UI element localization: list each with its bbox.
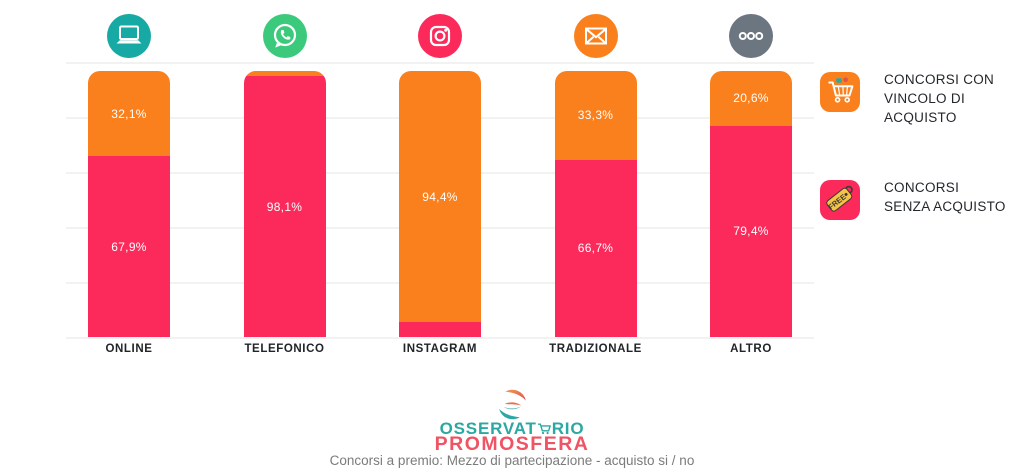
- segment-senza-acquisto-online: 67,9%: [88, 156, 170, 337]
- bar-column-telefonico: 98,1% TELEFONICO: [243, 14, 326, 364]
- bar-column-altro: 20,6% 79,4% ALTRO: [710, 14, 792, 364]
- brand-name-osservatorio: OSSERVAT RIO: [439, 419, 585, 438]
- category-label-tradizionale: TRADIZIONALE: [549, 343, 642, 355]
- chart-caption: Concorsi a premio: Mezzo di partecipazio…: [329, 453, 695, 468]
- segment-senza-acquisto-telefonico: 98,1%: [243, 76, 326, 337]
- whatsapp-icon: [262, 14, 307, 58]
- segment-con-vincolo-telefonico: [243, 71, 326, 77]
- email-icon: [573, 14, 618, 58]
- segment-senza-acquisto-altro: 79,4%: [710, 125, 792, 337]
- segment-value-label: 98,1%: [266, 199, 303, 214]
- segment-con-vincolo-tradizionale: 33,3%: [554, 71, 637, 160]
- category-label-altro: ALTRO: [730, 343, 772, 355]
- segment-value-label: 67,9%: [111, 239, 147, 254]
- segment-con-vincolo-altro: 20,6%: [710, 71, 792, 126]
- legend-swatch-con-vincolo: [820, 72, 860, 112]
- cart-letter-icon: [537, 423, 551, 435]
- segment-con-vincolo-online: 32,1%: [88, 71, 170, 157]
- instagram-icon: [418, 14, 462, 58]
- segment-value-label: 94,4%: [422, 189, 458, 204]
- legend-label-senza-acquisto: CONCORSI SENZA ACQUISTO: [884, 180, 1006, 214]
- segment-senza-acquisto-tradizionale: 66,7%: [554, 159, 637, 337]
- segment-value-label: 79,4%: [733, 224, 769, 239]
- stacked-bar-telefonico: 98,1%: [243, 71, 326, 337]
- legend-swatch-senza-acquisto: FREE: [820, 180, 860, 220]
- stacked-bar-instagram: 94,4%: [399, 71, 481, 337]
- shopping-cart-icon: [820, 70, 860, 115]
- stacked-bar-altro: 20,6% 79,4%: [710, 71, 792, 337]
- segment-value-label: 33,3%: [577, 108, 614, 123]
- segment-con-vincolo-instagram: 94,4%: [399, 71, 481, 323]
- promosfera-globe-logo: [496, 388, 529, 421]
- bar-column-instagram: 94,4% INSTAGRAM: [399, 14, 481, 364]
- bar-column-tradizionale: 33,3% 66,7% TRADIZIONALE: [549, 14, 641, 364]
- category-label-telefonico: TELEFONICO: [244, 343, 325, 355]
- free-tag-icon: FREE: [820, 178, 860, 223]
- stacked-bar-tradizionale: 33,3% 66,7%: [554, 71, 637, 337]
- ellipsis-icon: [729, 14, 773, 58]
- segment-value-label: 32,1%: [111, 106, 147, 121]
- brand-name-promosfera: PROMOSFERA: [434, 433, 590, 455]
- segment-value-label: 20,6%: [733, 91, 769, 106]
- gridline: [66, 337, 814, 339]
- segment-value-label: 66,7%: [577, 241, 614, 256]
- stacked-bar-online: 32,1% 67,9%: [88, 71, 170, 337]
- category-label-instagram: INSTAGRAM: [402, 343, 478, 355]
- segment-senza-acquisto-instagram: [399, 322, 481, 337]
- gridline: [66, 62, 814, 64]
- category-label-online: ONLINE: [105, 343, 153, 355]
- bar-column-online: 32,1% 67,9% ONLINE: [88, 14, 170, 364]
- laptop-icon: [107, 14, 151, 58]
- legend-label-con-vincolo: CONCORSI CON VINCOLO DI ACQUISTO: [884, 72, 995, 125]
